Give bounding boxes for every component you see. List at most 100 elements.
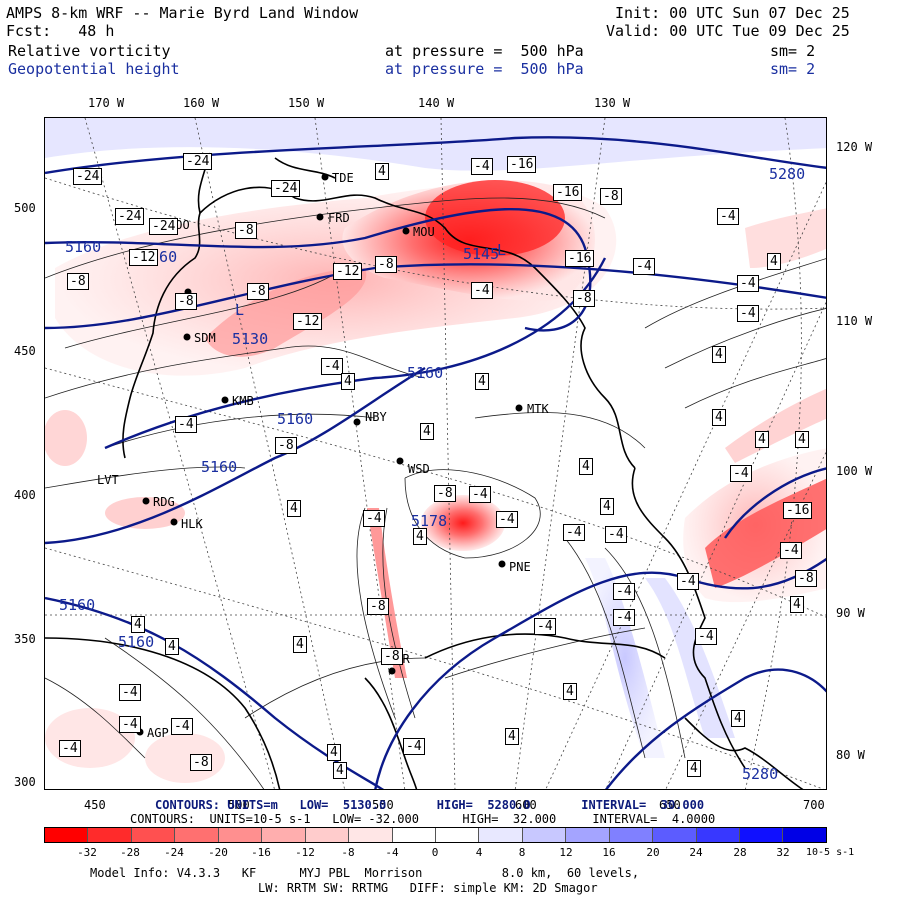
colorbar-tick-label: -8: [341, 846, 355, 859]
colorbar-swatch: [131, 828, 176, 842]
colorbar-swatch: [45, 828, 89, 842]
vorticity-contour-label: 4: [767, 253, 781, 270]
vorticity-contour-label: 4: [600, 498, 614, 515]
vorticity-contour-label: -4: [321, 358, 343, 375]
colorbar-tick-label: -28: [120, 846, 140, 859]
vorticity-contour-label: 4: [790, 596, 804, 613]
vorticity-contour-label: -8: [573, 290, 595, 307]
right-lon-label: 80 W: [836, 748, 865, 762]
vorticity-contour-label: -4: [717, 208, 739, 225]
colorbar-tick-label: 0: [431, 846, 439, 859]
vorticity-contour-label: 4: [413, 528, 427, 545]
colorbar-swatch: [566, 828, 610, 842]
vorticity-contour-label: -4: [59, 740, 81, 757]
station-label: MOU: [413, 225, 435, 239]
height-label: 5160: [65, 238, 102, 256]
vorticity-contour-label: -8: [381, 648, 403, 665]
vorticity-contour-label: 4: [563, 683, 577, 700]
right-lon-label: 110 W: [836, 314, 873, 328]
right-lon-label: 120 W: [836, 140, 873, 154]
colorbar-tick-label: 16: [602, 846, 616, 859]
field1-smoothing: sm= 2: [770, 42, 816, 60]
vorticity-contour-info: CONTOURS: UNITS=10-5 s-1 LOW= -32.000 HI…: [130, 812, 716, 826]
vorticity-contour-label: -4: [469, 486, 491, 503]
colorbar-swatch: [522, 828, 567, 842]
vorticity-contour-label: -24: [149, 218, 179, 235]
colorbar-units: 10-5 s-1: [806, 847, 855, 858]
vorticity-contour-label: -8: [375, 256, 397, 273]
vorticity-contour-label: -24: [271, 180, 301, 197]
vorticity-contour-label: -4: [534, 618, 556, 635]
station-label: FRD: [328, 211, 350, 225]
valid-time: Valid: 00 UTC Tue 09 Dec 25: [606, 22, 850, 40]
vorticity-contour-label: -4: [730, 465, 752, 482]
height-label: 5160: [277, 410, 314, 428]
height-label: 5160: [201, 458, 238, 476]
vorticity-contour-label: -4: [605, 526, 627, 543]
vorticity-contour-label: -8: [67, 273, 89, 290]
top-lon-label: 150 W: [288, 96, 325, 110]
left-y-label: 300: [14, 775, 36, 789]
station-label: AGP: [147, 726, 169, 740]
colorbar-tick-label: 20: [646, 846, 660, 859]
vorticity-contour-label: -24: [183, 153, 213, 170]
vorticity-contour-label: -4: [633, 258, 655, 275]
height-label: 5280: [769, 165, 806, 183]
bottom-x-label: 700: [803, 798, 825, 812]
vorticity-contour-label: -4: [403, 738, 425, 755]
vorticity-contour-label: 4: [687, 760, 701, 777]
colorbar-swatch: [392, 828, 436, 842]
right-lon-label: 100 W: [836, 464, 873, 478]
vorticity-contour-label: -4: [119, 684, 141, 701]
vorticity-contour-label: -4: [171, 718, 193, 735]
field1-level: at pressure = 500 hPa: [385, 42, 584, 60]
vorticity-contour-label: 4: [165, 638, 179, 655]
station-label: KMB: [232, 394, 254, 408]
colorbar-swatch: [609, 828, 654, 842]
colorbar-swatch: [696, 828, 740, 842]
vorticity-contour-label: 4: [731, 710, 745, 727]
colorbar-tick-label: -16: [251, 846, 271, 859]
left-y-label: 450: [14, 344, 36, 358]
left-y-label: 500: [14, 201, 36, 215]
colorbar-tick-label: -12: [295, 846, 315, 859]
forecast-hour: Fcst: 48 h: [6, 22, 115, 40]
vorticity-contour-label: -24: [115, 208, 145, 225]
vorticity-contour-label: -4: [471, 158, 493, 175]
vorticity-contour-label: -4: [363, 510, 385, 527]
vorticity-contour-label: 4: [293, 636, 307, 653]
vorticity-contour-label: 4: [327, 744, 341, 761]
height-label: 5130: [232, 330, 269, 348]
colorbar-tick-label: -20: [208, 846, 228, 859]
vorticity-contour-label: -4: [563, 524, 585, 541]
station-label: NBY: [365, 410, 387, 424]
vorticity-contour-label: -4: [677, 573, 699, 590]
field1-name: Relative vorticity: [8, 42, 171, 60]
map-panel: ROO FRD MOU SDM KMB NBY MTK WSD LVT RDG …: [44, 117, 827, 790]
low-center-marker: L: [235, 301, 245, 319]
vorticity-contour-label: 4: [131, 616, 145, 633]
field2-name: Geopotential height: [8, 60, 180, 78]
vorticity-contour-label: -4: [695, 628, 717, 645]
height-label: 5160: [59, 596, 96, 614]
vorticity-contour-label: 4: [287, 500, 301, 517]
colorbar-swatch: [88, 828, 132, 842]
bottom-x-label: 550: [372, 798, 394, 812]
station-label: TDE: [332, 171, 354, 185]
colorbar-tick-label: -32: [77, 846, 97, 859]
vorticity-contour-label: -8: [175, 293, 197, 310]
vorticity-contour-label: -4: [737, 305, 759, 322]
vorticity-contour-label: -8: [600, 188, 622, 205]
field2-level: at pressure = 500 hPa: [385, 60, 584, 78]
vorticity-contour-label: 4: [712, 346, 726, 363]
colorbar-tick-label: 8: [518, 846, 526, 859]
colorbar-swatch: [262, 828, 306, 842]
top-lon-label: 170 W: [88, 96, 125, 110]
bottom-x-label: 650: [659, 798, 681, 812]
station-label: MTK: [527, 402, 549, 416]
model-info: Model Info: V4.3.3 KF MYJ PBL Morrison 8…: [90, 866, 640, 880]
vorticity-contour-label: -4: [175, 416, 197, 433]
vorticity-contour-label: -4: [119, 716, 141, 733]
right-lon-label: 90 W: [836, 606, 865, 620]
vorticity-contour-label: -8: [190, 754, 212, 771]
